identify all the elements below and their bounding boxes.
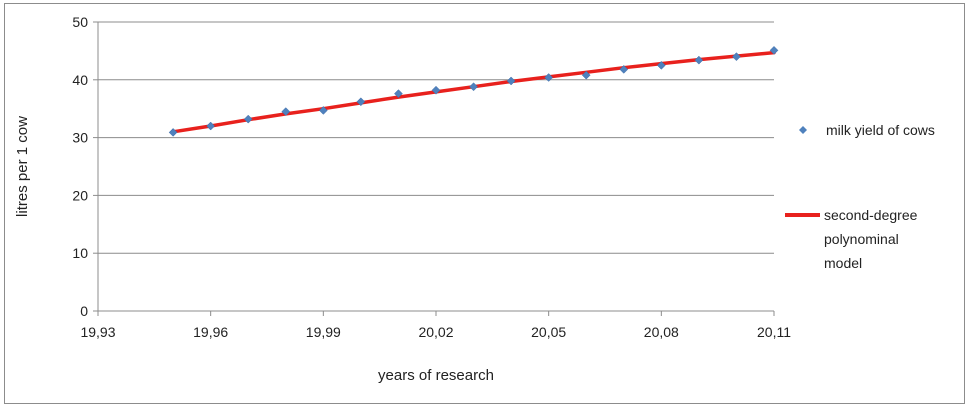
x-tick-label: 20,05 bbox=[531, 324, 566, 340]
data-point bbox=[318, 106, 328, 115]
y-axis-title: litres per 1 cow bbox=[14, 116, 31, 217]
legend-label-model: second-degree polynominal model bbox=[824, 207, 918, 271]
data-point bbox=[431, 85, 441, 95]
data-point bbox=[206, 121, 216, 131]
x-tick-label: 20,02 bbox=[418, 324, 453, 340]
x-tick-label: 20,08 bbox=[644, 324, 679, 340]
legend: milk yield of cows second-degree polynomin… bbox=[785, 122, 935, 271]
x-tick-label: 19,96 bbox=[193, 324, 228, 340]
data-point bbox=[168, 128, 178, 137]
y-tick-label: 20 bbox=[72, 187, 88, 203]
data-point bbox=[732, 52, 741, 62]
data-point bbox=[694, 55, 704, 65]
y-tick-label: 10 bbox=[72, 245, 88, 261]
data-point bbox=[394, 89, 403, 99]
y-tick-label: 40 bbox=[72, 72, 88, 88]
data-point bbox=[619, 65, 629, 74]
data-point bbox=[506, 76, 516, 86]
x-tick-label: 20,11 bbox=[757, 324, 791, 340]
x-tick-label: 19,99 bbox=[306, 324, 341, 340]
data-point bbox=[356, 97, 366, 107]
data-point bbox=[656, 60, 666, 70]
data-point bbox=[281, 107, 291, 116]
legend-label-line: polynominal bbox=[824, 231, 899, 247]
y-tick-label: 30 bbox=[72, 130, 88, 146]
legend-marker-diamond bbox=[799, 126, 807, 134]
legend-label-milk-yield: milk yield of cows bbox=[826, 122, 935, 138]
chart-frame bbox=[4, 3, 965, 404]
legend-label-line: second-degree bbox=[824, 207, 918, 223]
x-axis-title: years of research bbox=[378, 367, 494, 384]
data-point bbox=[581, 70, 591, 80]
data-point bbox=[243, 114, 253, 124]
y-tick-label: 0 bbox=[80, 303, 88, 319]
legend-label-line: model bbox=[824, 255, 862, 271]
data-point bbox=[769, 45, 779, 55]
x-tick-label: 19,93 bbox=[80, 324, 115, 340]
data-point bbox=[469, 82, 478, 92]
y-tick-label: 50 bbox=[72, 14, 88, 30]
data-point bbox=[544, 73, 554, 82]
trend-line bbox=[171, 50, 776, 134]
